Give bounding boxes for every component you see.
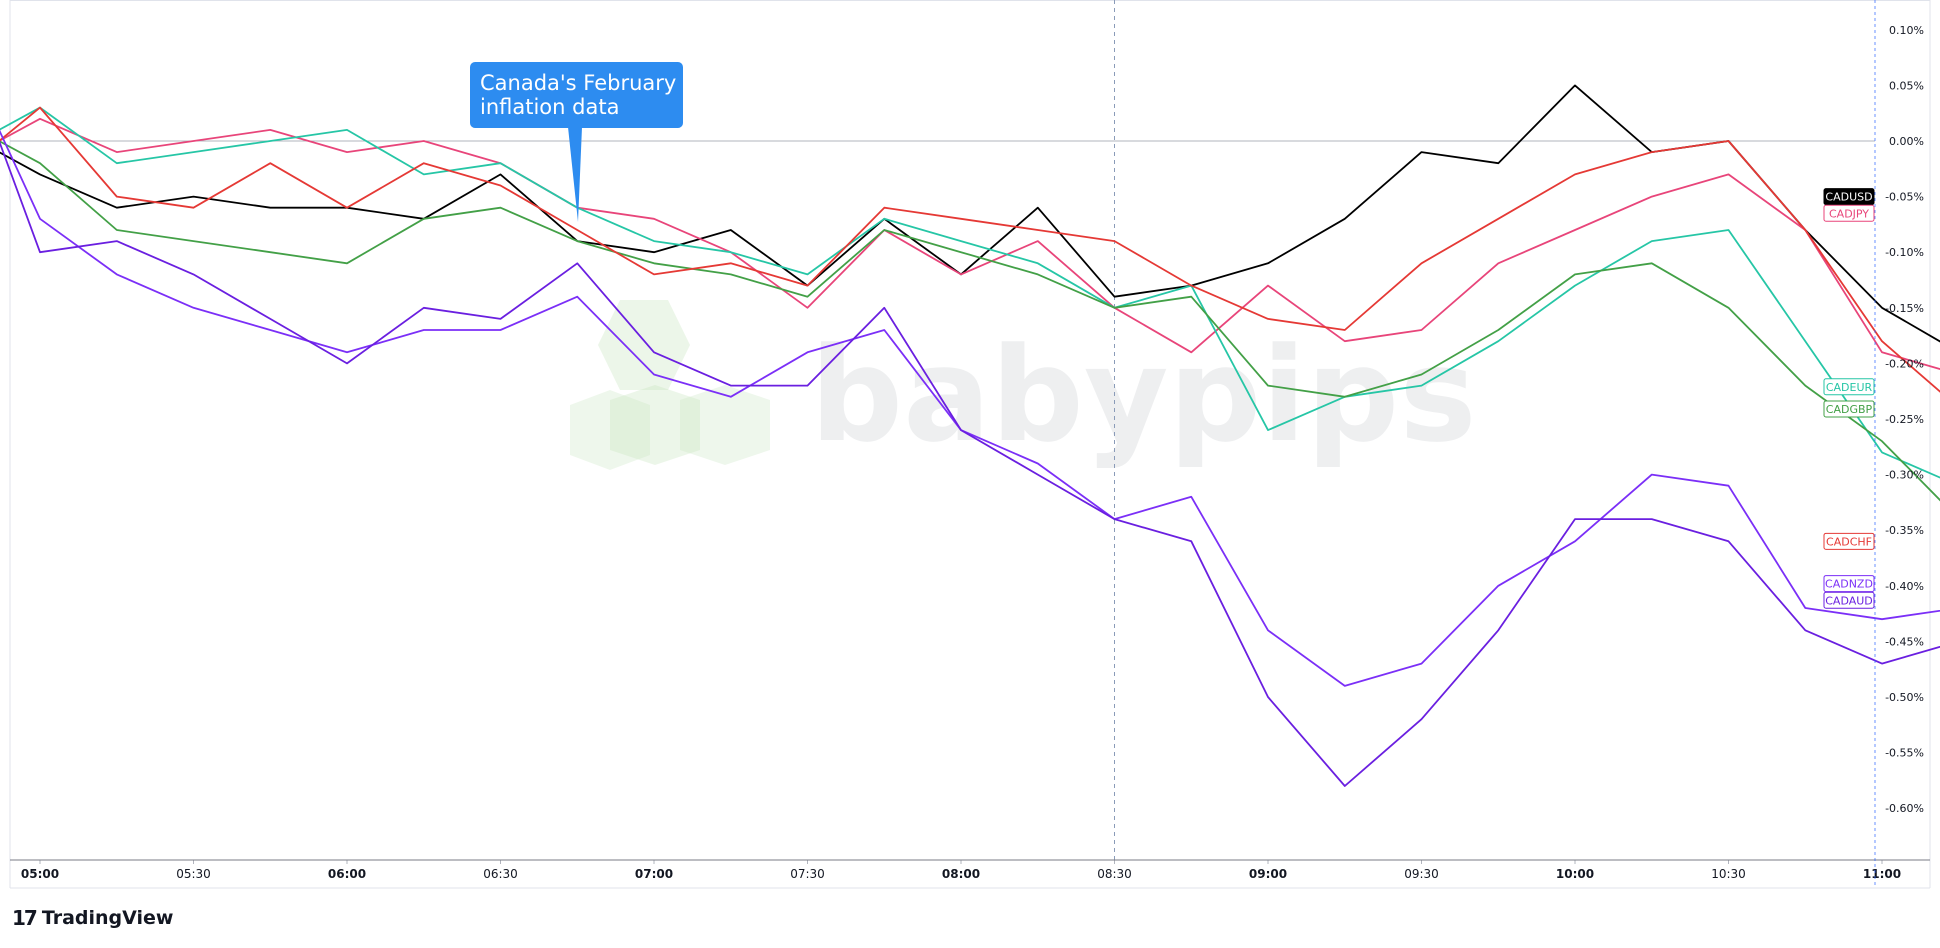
series-line-cadeur bbox=[0, 106, 1940, 479]
watermark-hexagon bbox=[680, 385, 770, 465]
price-badge-cadnzd: CADNZD bbox=[1823, 575, 1875, 593]
series-price-badges: CADUSD CADJPY CADEUR CADGBP CADCHF CADNZD CADA… bbox=[1823, 188, 1875, 609]
callout-line-2: inflation data bbox=[480, 95, 619, 119]
price-badge-label: CADCHF bbox=[1826, 535, 1872, 548]
watermark-hexagon bbox=[570, 390, 650, 470]
y-tick-label: -0.40% bbox=[1885, 580, 1924, 593]
x-tick-label: 06:30 bbox=[483, 867, 518, 881]
inflation-callout[interactable]: Canada's February inflation data bbox=[470, 62, 683, 222]
babypips-watermark: babypips bbox=[570, 300, 1477, 471]
price-badge-box bbox=[1823, 204, 1875, 222]
y-tick-label: 0.05% bbox=[1889, 79, 1924, 92]
price-badge-label: CADJPY bbox=[1829, 207, 1869, 220]
x-tick-label: 05:30 bbox=[176, 867, 211, 881]
y-tick-label: -0.15% bbox=[1885, 302, 1924, 315]
price-badge-box bbox=[1823, 378, 1875, 396]
x-tick-label: 07:00 bbox=[635, 867, 673, 881]
x-tick-label: 07:30 bbox=[790, 867, 825, 881]
price-badge-cadusd: CADUSD bbox=[1823, 188, 1875, 206]
y-tick-label: -0.60% bbox=[1885, 802, 1924, 815]
price-badge-cadchf: CADCHF bbox=[1823, 532, 1875, 550]
y-tick-label: -0.35% bbox=[1885, 524, 1924, 537]
x-tick-label: 05:00 bbox=[21, 867, 59, 881]
y-tick-label: -0.10% bbox=[1885, 246, 1924, 259]
series-line-cadaud bbox=[0, 140, 1940, 787]
x-tick-label: 11:00 bbox=[1863, 867, 1901, 881]
y-tick-label: -0.50% bbox=[1885, 691, 1924, 704]
comparison-chart[interactable]: babypips 0.10% 0.05% 0.00% -0.05% -0.10% -0.1… bbox=[0, 0, 1940, 900]
callout-line-1: Canada's February bbox=[480, 71, 676, 95]
y-tick-label: -0.25% bbox=[1885, 413, 1924, 426]
watermark-hexagon bbox=[598, 300, 690, 390]
x-tick-label: 10:00 bbox=[1556, 867, 1594, 881]
x-tick-label: 10:30 bbox=[1711, 867, 1746, 881]
series-line-cadnzd bbox=[0, 129, 1940, 687]
tradingview-logo-text: TradingView bbox=[41, 907, 174, 929]
callout-box bbox=[470, 62, 683, 128]
watermark-hexagon bbox=[610, 385, 700, 465]
x-tick-label: 08:00 bbox=[942, 867, 980, 881]
x-tick-label: 09:30 bbox=[1404, 867, 1439, 881]
callout-pointer bbox=[568, 127, 582, 222]
y-tick-label: -0.45% bbox=[1885, 635, 1924, 648]
x-tick-label: 08:30 bbox=[1097, 867, 1132, 881]
price-badge-label: CADNZD bbox=[1825, 578, 1873, 591]
y-tick-label: 0.00% bbox=[1889, 135, 1924, 148]
series-line-cadchf bbox=[0, 106, 1940, 393]
price-badge-cadeur: CADEUR bbox=[1823, 378, 1875, 396]
price-badge-box bbox=[1823, 400, 1875, 418]
price-badge-box bbox=[1823, 188, 1875, 206]
y-tick-label: -0.55% bbox=[1885, 747, 1924, 760]
tradingview-logo-icon: 17 bbox=[12, 906, 38, 930]
tradingview-logo[interactable]: 17 TradingView bbox=[12, 904, 173, 932]
y-tick-label: 0.10% bbox=[1889, 24, 1924, 37]
price-badge-label: CADEUR bbox=[1826, 381, 1873, 394]
y-tick-label: -0.05% bbox=[1885, 191, 1924, 204]
x-axis: 05:00 05:30 06:00 06:30 07:00 07:30 08:00 08:30… bbox=[10, 859, 1930, 881]
price-badge-cadaud: CADAUD bbox=[1823, 591, 1875, 609]
y-axis: 0.10% 0.05% 0.00% -0.05% -0.10% -0.15% -0.20% -… bbox=[1885, 24, 1924, 815]
watermark-text: babypips bbox=[810, 319, 1477, 471]
series-line-cadjpy bbox=[0, 117, 1940, 371]
x-tick-label: 09:00 bbox=[1249, 867, 1287, 881]
y-tick-label: -0.20% bbox=[1885, 357, 1924, 370]
price-badge-box bbox=[1823, 591, 1875, 609]
price-badge-label: CADUSD bbox=[1825, 191, 1872, 204]
x-tick-label: 06:00 bbox=[328, 867, 366, 881]
price-badge-box bbox=[1823, 532, 1875, 550]
price-badge-box bbox=[1823, 575, 1875, 593]
price-badge-label: CADGBP bbox=[1826, 403, 1873, 416]
series-line-cadusd bbox=[0, 84, 1940, 343]
price-badge-cadgbp: CADGBP bbox=[1823, 400, 1875, 418]
series-lines bbox=[0, 84, 1940, 787]
price-badge-label: CADAUD bbox=[1825, 594, 1873, 607]
y-tick-label: -0.30% bbox=[1885, 469, 1924, 482]
price-badge-cadjpy: CADJPY bbox=[1823, 204, 1875, 222]
